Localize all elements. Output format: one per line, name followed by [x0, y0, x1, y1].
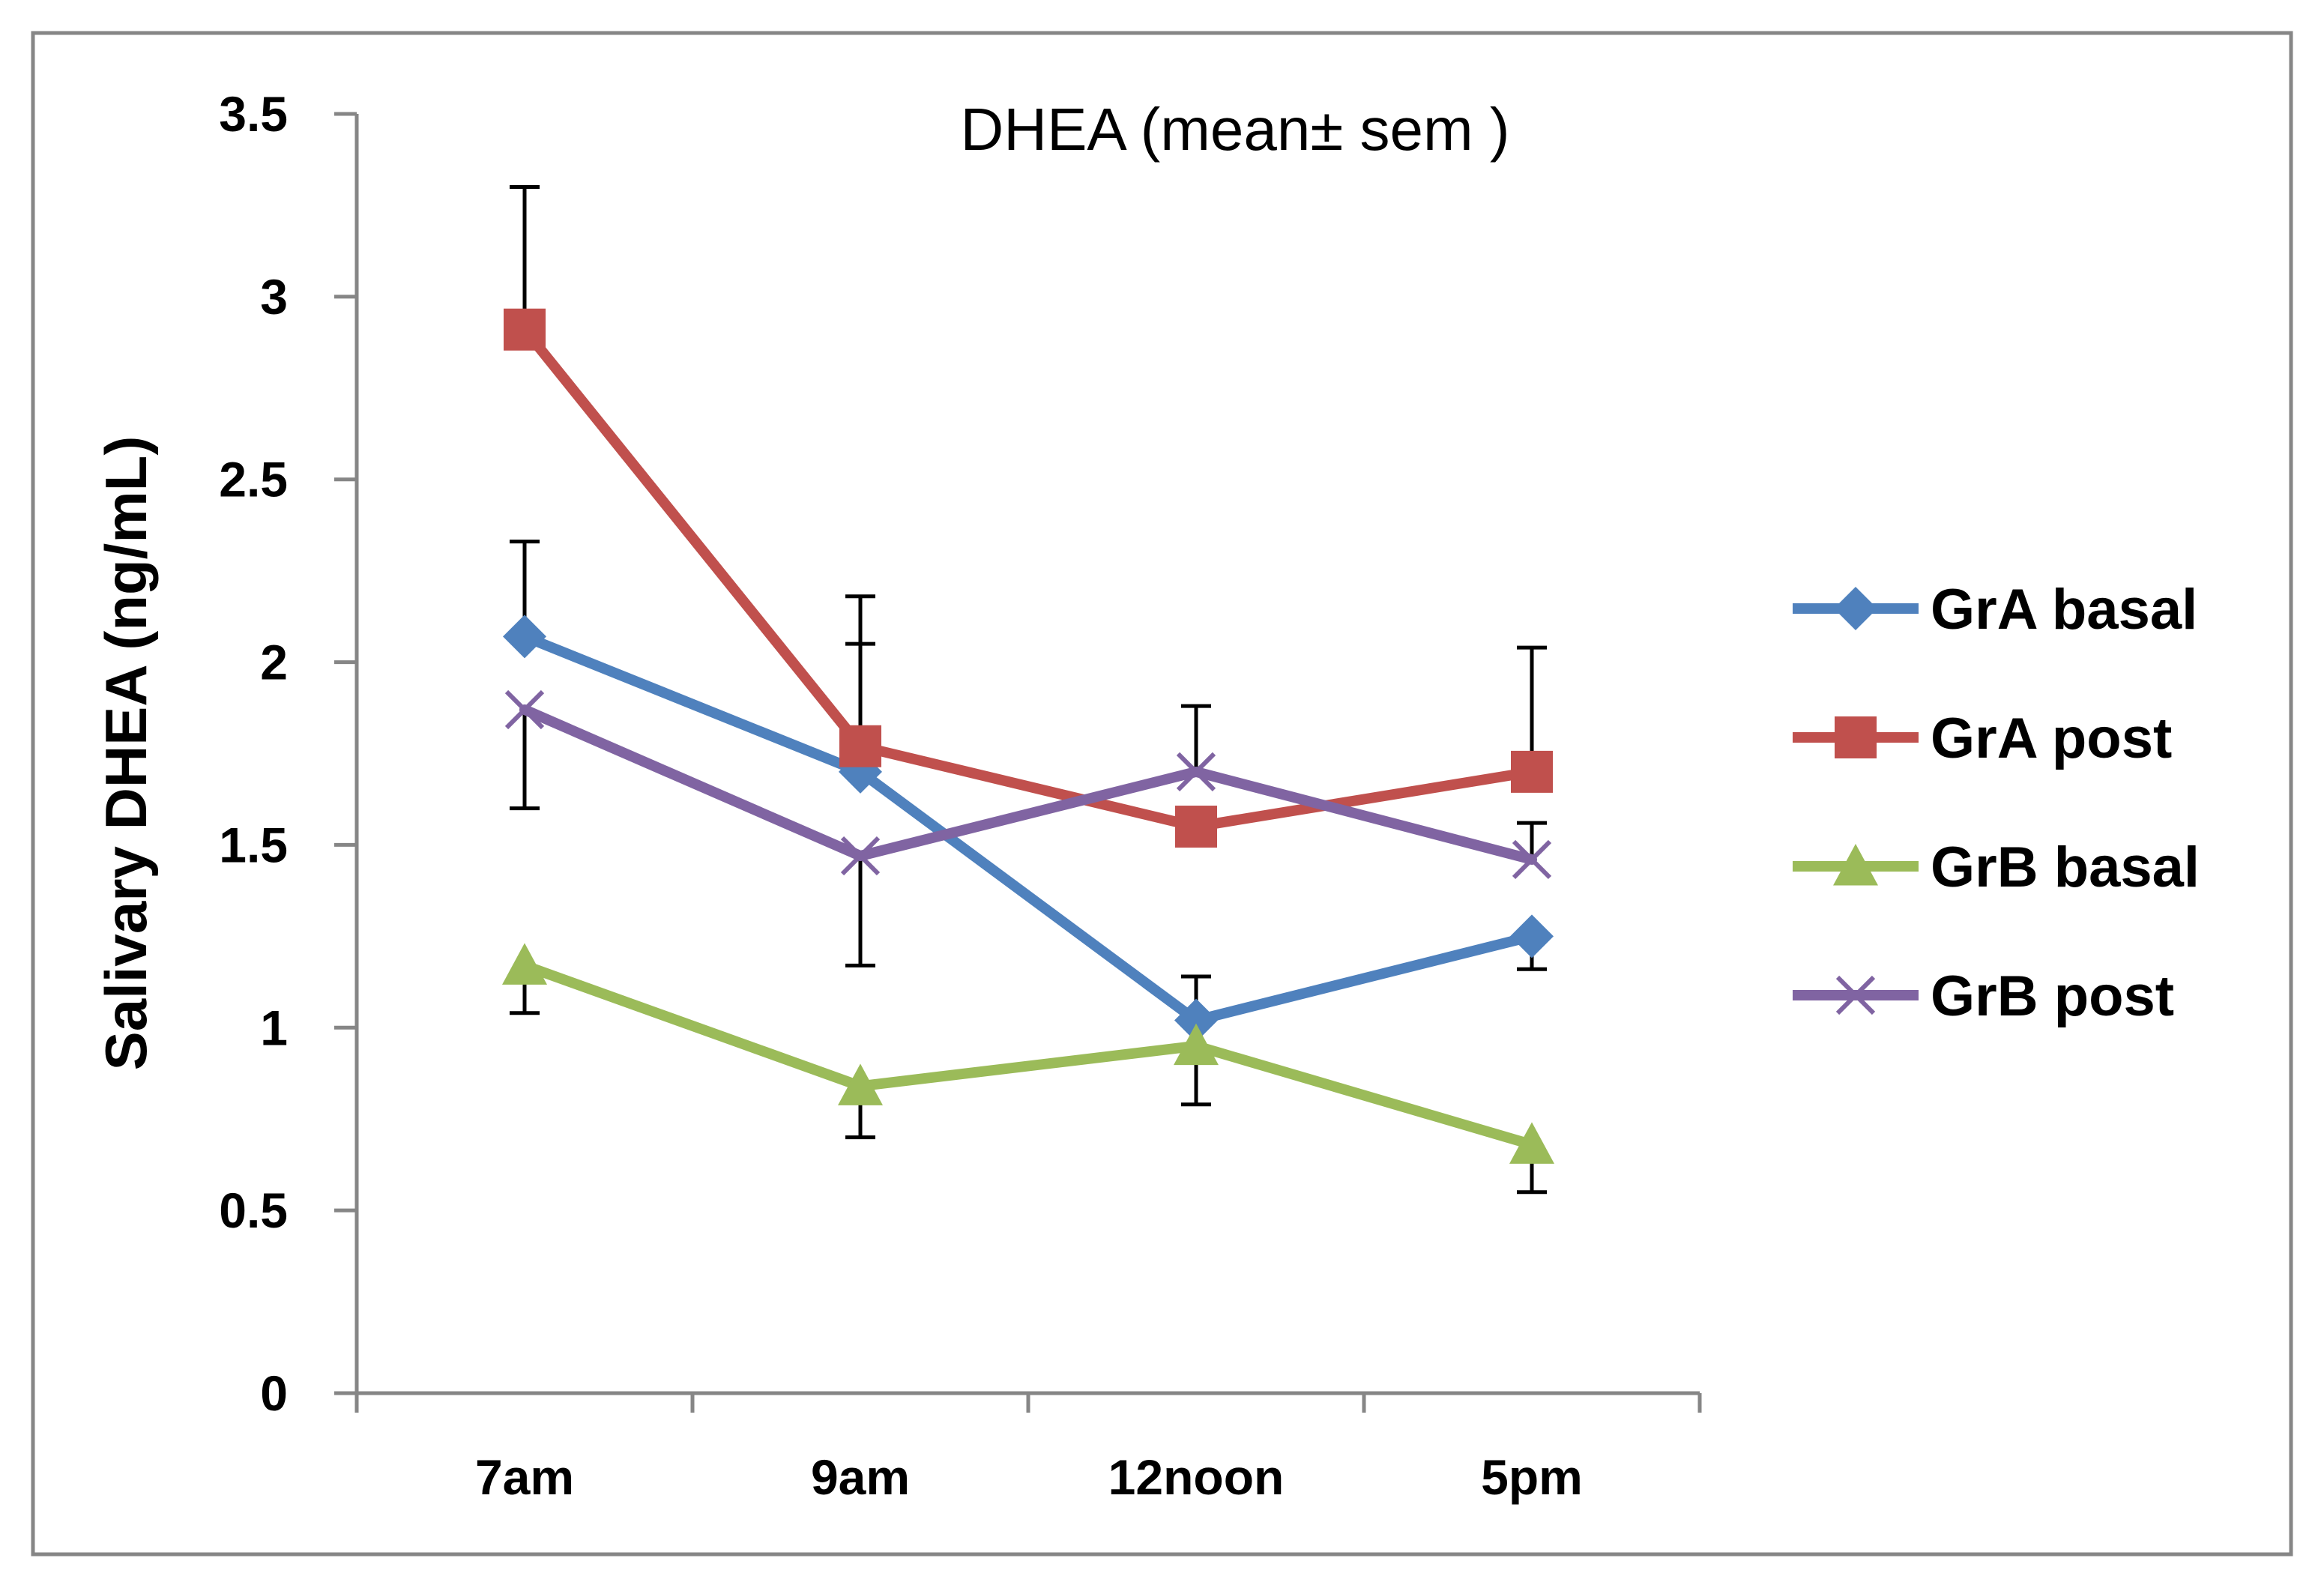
data-point-gra-post	[1175, 806, 1217, 848]
data-point-grb-basal	[838, 1063, 883, 1105]
y-tick-label: 1	[260, 1000, 288, 1055]
legend-marker-gra-post	[1835, 716, 1877, 758]
y-axis-label: Salivary DHEA (ng/mL)	[93, 436, 159, 1071]
marker-stroke	[504, 689, 545, 730]
data-point-grb-basal	[1509, 1122, 1554, 1164]
marker-stroke	[1835, 975, 1876, 1015]
data-point-gra-post	[504, 308, 546, 351]
legend-label-grb-post: GrB post	[1931, 964, 2174, 1028]
legend-marker-grb-basal	[1833, 844, 1878, 886]
series-line-gra-basal	[519, 631, 1537, 1026]
marker-stroke	[1512, 839, 1552, 880]
y-tick-label: 2.5	[219, 452, 288, 507]
legend-label-gra-basal: GrA basal	[1931, 578, 2197, 641]
data-point-gra-post	[1511, 750, 1553, 793]
series-line-grb-basal	[519, 960, 1537, 1150]
x-tick-label: 9am	[811, 1449, 910, 1505]
data-point-grb-basal	[1174, 1023, 1219, 1066]
data-point-gra-basal	[503, 615, 546, 659]
series-line-gra-post	[519, 324, 1537, 833]
marker-stroke	[1176, 752, 1216, 792]
chart-border	[31, 31, 2293, 1557]
axes: 0 0.5 1 1.5 2 2.5 3 3.5 7am 9am 12noon 5pm	[219, 86, 1702, 1505]
data-point-gra-basal	[1174, 998, 1218, 1042]
y-tick-label: 3	[260, 269, 288, 324]
legend-marker-gra-basal	[1834, 587, 1877, 630]
legend-label-gra-post: GrA post	[1931, 707, 2172, 770]
data-point-gra-basal	[1510, 914, 1554, 958]
chart-title: DHEA (mean± sem )	[961, 96, 1510, 163]
data-point-grb-post	[1176, 752, 1216, 792]
series-line-grb-post	[519, 704, 1537, 865]
y-tick-label: 0.5	[219, 1183, 288, 1238]
marker-stroke	[840, 836, 881, 876]
data-point-grb-basal	[502, 943, 547, 985]
x-tick-label: 7am	[475, 1449, 574, 1505]
legend: GrA basal GrA post GrB basal GrB post	[1793, 578, 2200, 1028]
data-point-gra-post	[839, 725, 881, 767]
x-tick-label: 5pm	[1481, 1449, 1583, 1505]
y-tick-label: 2	[260, 635, 288, 690]
legend-marker-grb-post	[1835, 975, 1876, 1015]
x-tick-label: 12noon	[1108, 1449, 1285, 1505]
legend-label-grb-basal: GrB basal	[1931, 836, 2200, 899]
y-tick-label: 0	[260, 1365, 288, 1421]
data-point-grb-post	[504, 689, 545, 730]
data-point-grb-post	[1512, 839, 1552, 880]
y-tick-label: 3.5	[219, 86, 288, 142]
y-tick-label: 1.5	[219, 817, 288, 872]
series-lines	[502, 308, 1554, 1164]
data-point-grb-post	[840, 836, 881, 876]
